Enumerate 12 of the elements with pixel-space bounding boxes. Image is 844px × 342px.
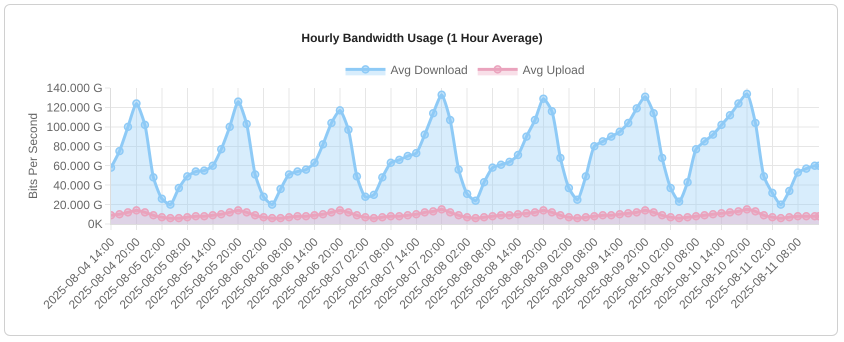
legend-label: Avg Download <box>390 63 468 78</box>
y-tick-label: 140.000 G <box>46 81 103 96</box>
y-tick-label: 40.000 G <box>53 178 103 192</box>
y-tick-label: 0K <box>88 217 103 232</box>
legend-label: Avg Upload <box>522 63 584 78</box>
y-tick-label: 120.000 G <box>46 100 103 115</box>
y-tick-label: 60.000 G <box>53 158 103 173</box>
y-tick-label: 20.000 G <box>53 198 103 212</box>
chart-title: Hourly Bandwidth Usage (1 Hour Average) <box>301 30 543 45</box>
y-tick-label: 100.000 G <box>46 120 103 134</box>
y-tick-label: 80.000 G <box>53 139 103 154</box>
y-axis-title: Bits Per Second <box>26 112 40 200</box>
